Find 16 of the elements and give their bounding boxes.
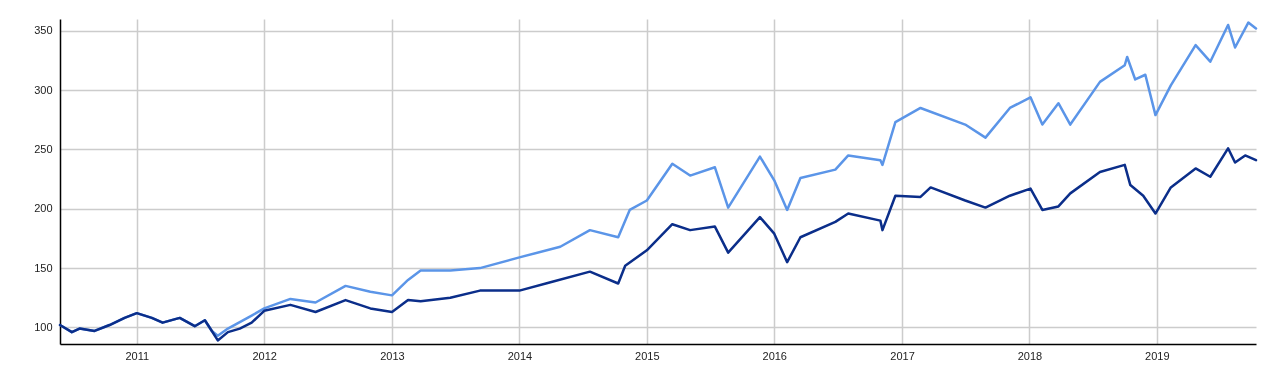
x-tick-label: 2013 xyxy=(380,349,405,362)
y-tick-label: 150 xyxy=(34,261,53,274)
x-tick-label: 2015 xyxy=(635,349,660,362)
y-tick-label: 300 xyxy=(34,83,53,96)
y-tick-label: 350 xyxy=(34,24,53,37)
x-tick-label: 2016 xyxy=(762,349,787,362)
y-tick-label: 250 xyxy=(34,142,53,155)
x-tick-label: 2014 xyxy=(507,349,533,362)
x-tick-label: 2012 xyxy=(252,349,277,362)
y-tick-label: 100 xyxy=(34,320,53,333)
y-tick-label: 200 xyxy=(34,202,53,215)
x-tick-label: 2019 xyxy=(1145,349,1170,362)
x-tick-label: 2011 xyxy=(125,349,150,362)
x-tick-label: 2018 xyxy=(1017,349,1043,362)
line-series xyxy=(58,147,1258,342)
x-tick-label: 2017 xyxy=(890,349,915,362)
